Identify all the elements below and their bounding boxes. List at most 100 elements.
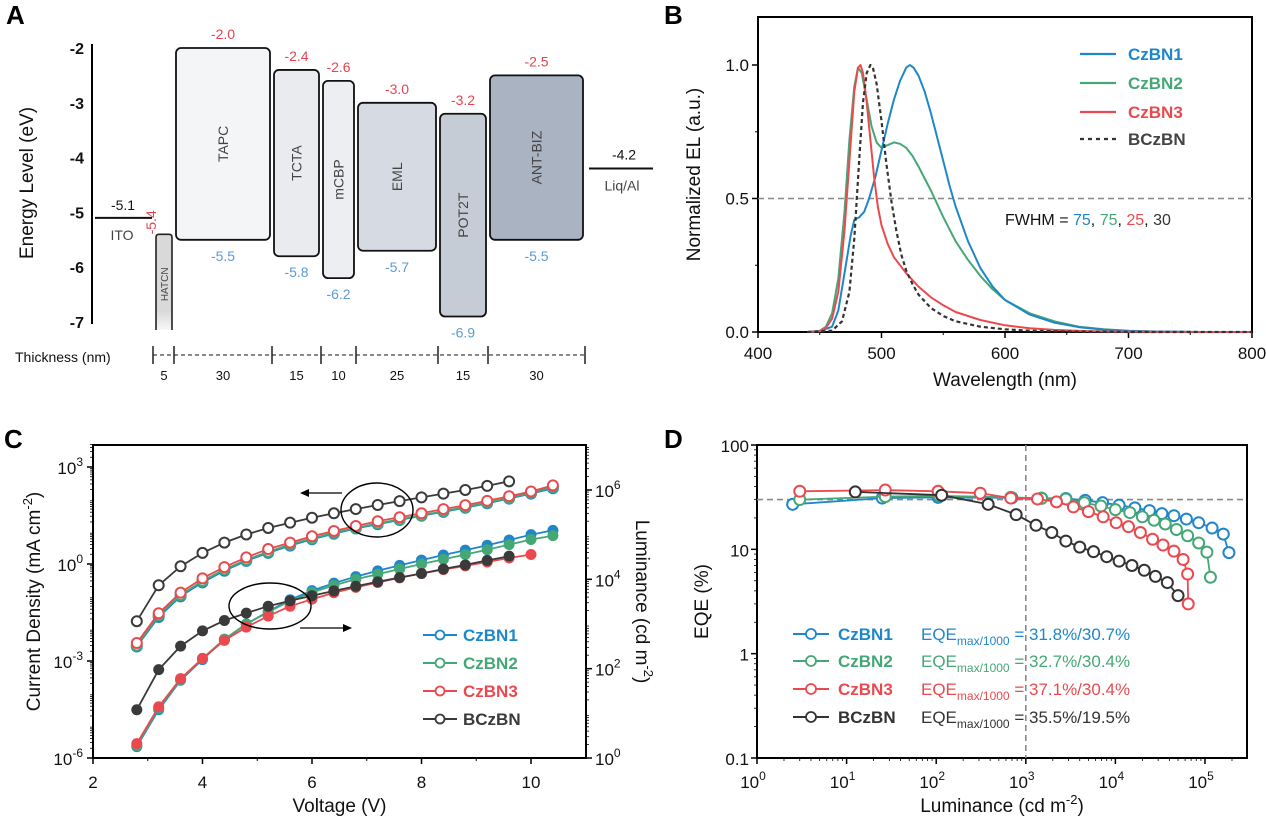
eqe-point <box>1192 536 1206 550</box>
current-density-point <box>327 524 340 537</box>
x-axis-title: Voltage (V) <box>293 796 387 817</box>
current-density-point <box>371 515 384 528</box>
layer-name: POT2T <box>455 192 471 238</box>
current-density-point <box>130 615 143 628</box>
luminance-point <box>350 580 362 592</box>
legend-item-czbn3: CzBN3 <box>423 682 518 701</box>
y-tick-label: 1.0 <box>725 56 749 75</box>
luminance-point <box>525 533 537 545</box>
luminance-point <box>153 664 165 676</box>
legend-swatch-marker <box>805 683 817 695</box>
legend-label: BCzBN <box>838 708 896 727</box>
metric-value: = 31.8%/30.7% <box>1010 625 1131 644</box>
arrow-right-head <box>343 624 352 632</box>
tick-base: 10 <box>595 482 614 501</box>
lumo-label: -2.6 <box>326 59 350 75</box>
tick-exponent: 2 <box>938 769 945 783</box>
homo-label: -6.9 <box>451 325 475 341</box>
eqe-point <box>935 488 949 502</box>
legend-item-czbn3: CzBN3 EQEmax/1000 = 37.1%/30.4% <box>793 680 1130 703</box>
legend-item-bczbn: BCzBN <box>423 710 521 729</box>
eqe-point <box>1148 569 1162 583</box>
luminance-point <box>416 568 427 580</box>
current-density-point <box>437 503 450 516</box>
eqe-point <box>1096 510 1110 524</box>
legend-item-czbn1: CzBN1 <box>1080 45 1183 64</box>
eqe-point <box>1100 550 1114 564</box>
current-density-point <box>415 507 428 520</box>
tick-exponent: 5 <box>1207 769 1214 783</box>
x-tick-label: 800 <box>1238 344 1266 363</box>
title-sup: -2 <box>1066 792 1078 807</box>
y2-tick-label: 106 <box>595 478 621 501</box>
lumo-label: -3.2 <box>451 92 475 108</box>
luminance-point <box>547 530 559 542</box>
luminance-point <box>437 553 449 565</box>
luminance-point <box>131 738 143 750</box>
y2-tick-label: 100 <box>595 746 621 769</box>
x-tick-label: 400 <box>744 344 772 363</box>
tick-base: 10 <box>57 459 76 478</box>
y-tick-label: -2 <box>70 41 84 58</box>
luminance-point <box>131 704 143 716</box>
eqe-point <box>1133 525 1147 539</box>
series-j-czbn3 <box>130 479 559 650</box>
current-density-line <box>136 480 510 622</box>
current-density-point <box>174 586 187 599</box>
eqe-point <box>793 484 807 498</box>
legend-label: CzBN1 <box>1128 45 1183 64</box>
eqe-point <box>1121 520 1135 534</box>
tick-exponent: 6 <box>614 478 621 492</box>
luminance-point <box>503 539 515 551</box>
series-czbn3 <box>793 483 1195 611</box>
luminance-point <box>262 600 274 612</box>
eqe-point <box>1147 513 1161 527</box>
legend-label: CzBN1 <box>838 625 893 644</box>
y-axis-title: EQE (%) <box>692 564 713 639</box>
current-density-point <box>393 495 406 508</box>
layer-eml: EML -3.0 -5.7 <box>357 81 437 275</box>
y-tick-label: -7 <box>70 315 84 332</box>
title-main: Luminance (cd m <box>920 796 1066 817</box>
legend-label: CzBN2 <box>1128 74 1183 93</box>
current-density-point <box>240 528 253 541</box>
fwhm-value-czbn1: 75 <box>1073 212 1091 229</box>
x-tick-label: 600 <box>991 344 1019 363</box>
x-axis-title: Luminance (cd m-2) <box>920 792 1084 817</box>
tick-base: 10 <box>595 661 614 680</box>
current-density-point <box>415 491 428 504</box>
luminance-point <box>459 548 471 560</box>
luminance-point <box>394 571 406 583</box>
tick-base: 10 <box>1009 773 1028 792</box>
tick-base: 10 <box>740 773 759 792</box>
thickness-value: 30 <box>529 368 543 383</box>
layer-box <box>155 233 173 330</box>
current-density-point <box>306 511 318 524</box>
layer-pot2t: POT2T -3.2 -6.9 <box>439 92 487 341</box>
legend-metric: EQEmax/1000 = 31.8%/30.7% <box>921 625 1130 648</box>
eqe-point <box>1009 508 1023 522</box>
legend-label: BCzBN <box>463 710 521 729</box>
legend-item-czbn2: CzBN2 <box>1080 74 1183 93</box>
current-density-point <box>371 498 384 511</box>
eqe-point <box>1146 532 1160 546</box>
eqe-point <box>1081 505 1095 519</box>
luminance-point <box>284 595 296 607</box>
metric-label: EQE <box>921 680 957 699</box>
series-line-czbn3 <box>807 64 1252 333</box>
eqe-point <box>1094 499 1108 513</box>
x-tick-label: 500 <box>867 344 895 363</box>
homo-label: -5.5 <box>211 248 235 264</box>
x-tick-label: 101 <box>830 769 856 792</box>
layer-box <box>322 79 355 280</box>
metric-value: = 35.5%/19.5% <box>1010 708 1131 727</box>
annotation-ellipse-j <box>340 482 414 538</box>
x-tick-label: 103 <box>1009 769 1035 792</box>
y-tick-label: 100 <box>721 437 749 456</box>
metric-label: EQE <box>921 625 957 644</box>
eqe-point <box>1137 563 1151 577</box>
legend-item-bczbn: BCzBN EQEmax/1000 = 35.5%/19.5% <box>793 708 1130 731</box>
legend-item-bczbn: BCzBN <box>1080 130 1186 149</box>
